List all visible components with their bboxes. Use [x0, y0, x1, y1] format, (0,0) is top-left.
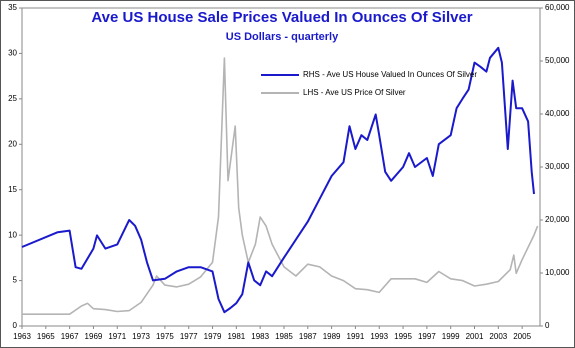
- y2-tick-label: 20,000: [545, 215, 570, 224]
- x-tick-label: 1997: [418, 332, 436, 341]
- y-tick-label: 20: [8, 139, 17, 148]
- x-tick-label: 1971: [108, 332, 126, 341]
- y-tick-label: 30: [8, 49, 17, 58]
- y-tick-label: 5: [13, 276, 18, 285]
- y-tick-label: 35: [8, 3, 17, 12]
- x-tick-label: 1999: [442, 332, 460, 341]
- y2-tick-label: 40,000: [545, 109, 570, 118]
- legend-label: RHS - Ave US House Valued In Ounces Of S…: [303, 70, 477, 79]
- x-tick-label: 1967: [61, 332, 79, 341]
- x-tick-label: 1987: [299, 332, 317, 341]
- x-tick-label: 1975: [156, 332, 174, 341]
- x-tick-label: 1979: [204, 332, 222, 341]
- x-tick-label: 2001: [466, 332, 484, 341]
- x-tick-label: 1985: [275, 332, 293, 341]
- x-tick-label: 1965: [37, 332, 55, 341]
- y-tick-label: 25: [8, 94, 17, 103]
- x-tick-label: 1981: [227, 332, 245, 341]
- x-tick-label: 1963: [13, 332, 31, 341]
- x-tick-label: 2003: [489, 332, 507, 341]
- y2-tick-label: 50,000: [545, 56, 570, 65]
- x-tick-label: 1993: [370, 332, 388, 341]
- x-tick-label: 1977: [180, 332, 198, 341]
- series-line: [21, 46, 535, 314]
- x-tick-label: 1995: [394, 332, 412, 341]
- y2-tick-label: 0: [545, 321, 550, 330]
- chart-subtitle: US Dollars - quarterly: [226, 31, 339, 43]
- y-tick-label: 0: [13, 321, 18, 330]
- y2-tick-label: 10,000: [545, 268, 570, 277]
- y-tick-label: 10: [8, 230, 17, 239]
- x-tick-label: 2005: [513, 332, 531, 341]
- x-tick-label: 1973: [132, 332, 150, 341]
- y-tick-label: 15: [8, 185, 17, 194]
- x-tick-label: 1983: [251, 332, 269, 341]
- x-tick-label: 1991: [347, 332, 365, 341]
- x-tick-label: 1989: [323, 332, 341, 341]
- x-tick-label: 1969: [85, 332, 103, 341]
- y2-tick-label: 30,000: [545, 162, 570, 171]
- chart-title: Ave US House Sale Prices Valued In Ounce…: [91, 9, 472, 26]
- y2-tick-label: 60,000: [545, 3, 570, 12]
- legend-label: LHS - Ave US Price Of Silver: [303, 88, 406, 97]
- series-line: [22, 57, 539, 315]
